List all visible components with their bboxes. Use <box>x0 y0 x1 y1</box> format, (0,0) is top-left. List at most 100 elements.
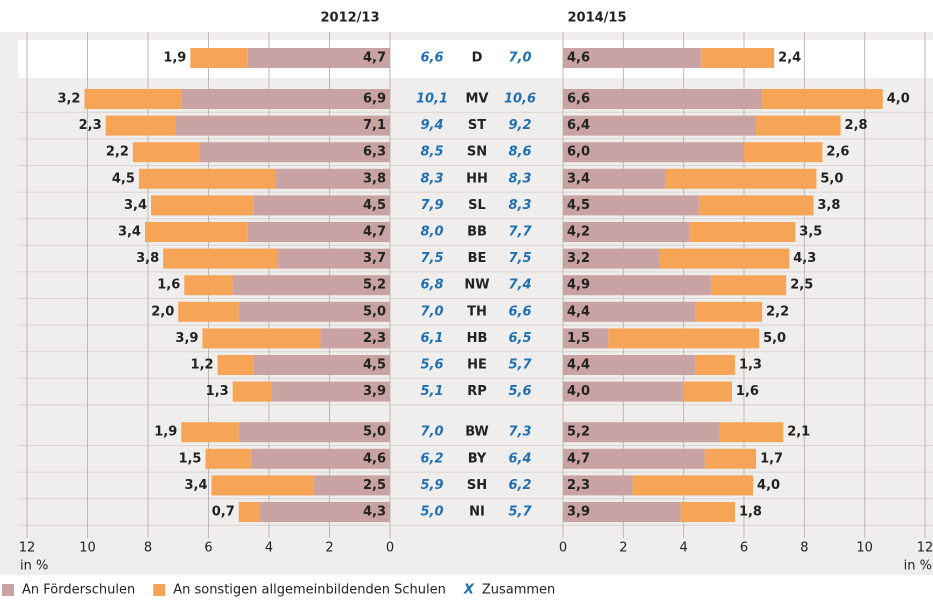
total-label: 5,1 <box>420 384 443 399</box>
bar-segment <box>563 502 681 522</box>
bar-segment <box>84 89 182 109</box>
total-label: 9,4 <box>420 118 443 133</box>
x-tick-label: 12 <box>917 541 933 556</box>
category-label: HB <box>467 331 488 346</box>
bar-segment <box>563 422 720 443</box>
bar-segment <box>701 48 775 68</box>
bar-segment <box>698 195 814 216</box>
bar-segment <box>184 275 233 296</box>
bar-segment <box>217 355 254 375</box>
bar-segment <box>563 168 666 189</box>
bar-value-label: 2,1 <box>787 425 810 440</box>
total-label: 6,8 <box>420 278 443 293</box>
bar-segment <box>314 475 390 496</box>
total-label: 9,2 <box>508 118 531 133</box>
bar-segment <box>272 381 390 402</box>
bar-value-label: 6,6 <box>567 92 590 107</box>
total-label: 7,5 <box>420 251 443 266</box>
legend-label: An Förderschulen <box>22 583 135 598</box>
bar-segment <box>105 115 176 136</box>
bar-value-label: 4,5 <box>567 198 590 213</box>
bar-segment <box>232 275 390 296</box>
bar-value-label: 1,9 <box>163 51 186 66</box>
x-tick-label: 0 <box>559 541 567 556</box>
bar-segment <box>665 168 817 189</box>
bar-value-label: 0,7 <box>212 505 235 520</box>
bar-value-label: 3,4 <box>567 171 590 186</box>
bar-value-label: 4,6 <box>363 451 386 466</box>
category-label: SN <box>467 145 487 160</box>
bar-segment <box>253 355 390 375</box>
bar-value-label: 2,3 <box>567 478 590 493</box>
bar-value-label: 5,2 <box>363 278 386 293</box>
category-label: HH <box>466 171 488 186</box>
bar-segment <box>238 502 260 522</box>
total-label: 6,1 <box>420 331 443 346</box>
bar-value-label: 1,3 <box>739 358 762 373</box>
total-label: 6,5 <box>508 331 531 346</box>
bar-value-label: 3,4 <box>184 478 207 493</box>
bar-segment <box>163 248 279 269</box>
x-tick-label: 2 <box>619 541 627 556</box>
total-label: 5,6 <box>508 384 531 399</box>
header-band <box>0 0 933 32</box>
x-tick-label: 6 <box>204 541 212 556</box>
category-label: NI <box>469 505 485 520</box>
bar-segment <box>320 328 390 349</box>
category-label: ST <box>468 118 486 133</box>
total-label: 5,9 <box>420 478 443 493</box>
bar-value-label: 2,8 <box>845 118 868 133</box>
panel-title: 2012/13 <box>320 11 379 26</box>
total-label: 5,7 <box>508 358 532 373</box>
bar-segment <box>632 475 754 496</box>
total-label: 7,4 <box>508 278 531 293</box>
bar-segment <box>178 301 239 322</box>
bar-value-label: 6,9 <box>363 92 386 107</box>
bar-value-label: 2,5 <box>790 278 813 293</box>
bar-value-label: 4,5 <box>363 198 386 213</box>
total-label: 7,0 <box>420 425 443 440</box>
bar-segment <box>563 475 633 496</box>
total-label: 7,7 <box>508 225 532 240</box>
bar-value-label: 3,2 <box>57 92 80 107</box>
x-axis-label: in % <box>20 559 48 574</box>
bar-segment <box>144 222 248 242</box>
bar-value-label: 3,4 <box>124 198 147 213</box>
total-label: 7,0 <box>508 51 531 66</box>
bar-value-label: 5,0 <box>763 331 786 346</box>
bar-value-label: 3,4 <box>118 225 141 240</box>
x-tick-label: 6 <box>740 541 748 556</box>
category-label: BY <box>468 451 487 466</box>
total-label: 7,0 <box>420 304 443 319</box>
bar-value-label: 1,7 <box>760 451 783 466</box>
bar-value-label: 2,0 <box>151 304 174 319</box>
bar-value-label: 4,7 <box>363 225 386 240</box>
bar-value-label: 2,3 <box>79 118 102 133</box>
bar-value-label: 4,0 <box>567 384 590 399</box>
total-label: 5,6 <box>420 358 443 373</box>
highlight-row <box>18 40 933 78</box>
category-label: BW <box>465 425 489 440</box>
bar-segment <box>232 381 273 402</box>
bar-value-label: 2,4 <box>778 51 801 66</box>
total-label: 6,6 <box>420 51 443 66</box>
bar-value-label: 4,0 <box>757 478 780 493</box>
bar-segment <box>689 222 796 242</box>
bar-segment <box>138 168 276 189</box>
bar-segment <box>695 301 763 322</box>
category-label: HE <box>467 358 487 373</box>
category-label: TH <box>467 304 487 319</box>
bar-segment <box>238 422 390 443</box>
bar-value-label: 6,0 <box>567 145 590 160</box>
bar-value-label: 5,0 <box>363 425 386 440</box>
bar-value-label: 2,6 <box>826 145 849 160</box>
x-tick-label: 4 <box>680 541 688 556</box>
bar-value-label: 4,5 <box>112 171 135 186</box>
total-label: 10,6 <box>504 92 536 107</box>
bar-segment <box>247 48 390 68</box>
bar-segment <box>253 195 390 216</box>
legend-swatch <box>2 584 14 596</box>
total-label: 6,6 <box>508 304 531 319</box>
legend-swatch <box>153 584 166 596</box>
bar-segment <box>563 89 763 109</box>
